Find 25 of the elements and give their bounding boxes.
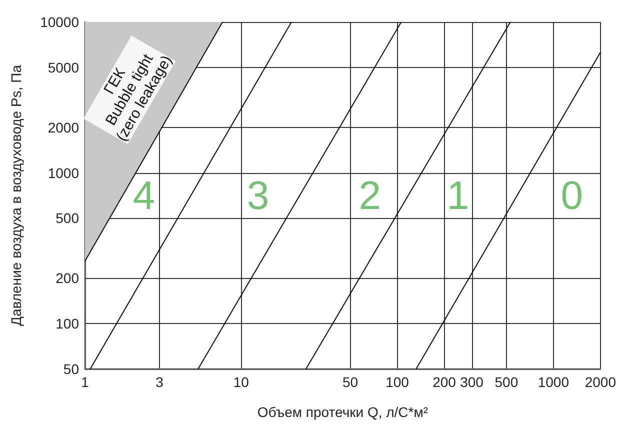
y-tick-label: 5000 — [48, 59, 80, 76]
y-tick-label: 100 — [56, 316, 80, 332]
x-tick-label: 2000 — [584, 374, 616, 390]
y-tick-label: 1000 — [48, 164, 80, 181]
x-tick-label: 1000 — [538, 374, 570, 390]
x-tick-label: 500 — [494, 374, 518, 390]
y-tick-label: 10000 — [40, 14, 80, 30]
annotation: 0 — [560, 174, 584, 218]
annotation: 1 — [446, 174, 470, 218]
x-axis-title: Объем протечки Q, л/С*м² — [257, 404, 428, 420]
annotation: 2 — [358, 174, 382, 218]
x-tick-label: 50 — [342, 374, 358, 390]
x-tick-label: 3 — [156, 374, 164, 390]
y-tick-label: 50 — [63, 361, 80, 377]
y-tick-label: 500 — [56, 210, 80, 226]
annotation: 3 — [246, 174, 270, 218]
x-tick-label: 1 — [81, 374, 90, 390]
x-tick-label: 100 — [386, 374, 410, 390]
x-tick-label: 300 — [460, 374, 484, 390]
x-tick-label: 10 — [233, 374, 250, 390]
y-axis-title: Давление воздуха в воздуховоде Ps, Па — [8, 64, 24, 326]
annotation: 4 — [132, 174, 156, 218]
x-tick-label: 200 — [432, 374, 456, 390]
y-tick-label: 200 — [56, 270, 80, 286]
y-tick-label: 2000 — [48, 119, 80, 136]
